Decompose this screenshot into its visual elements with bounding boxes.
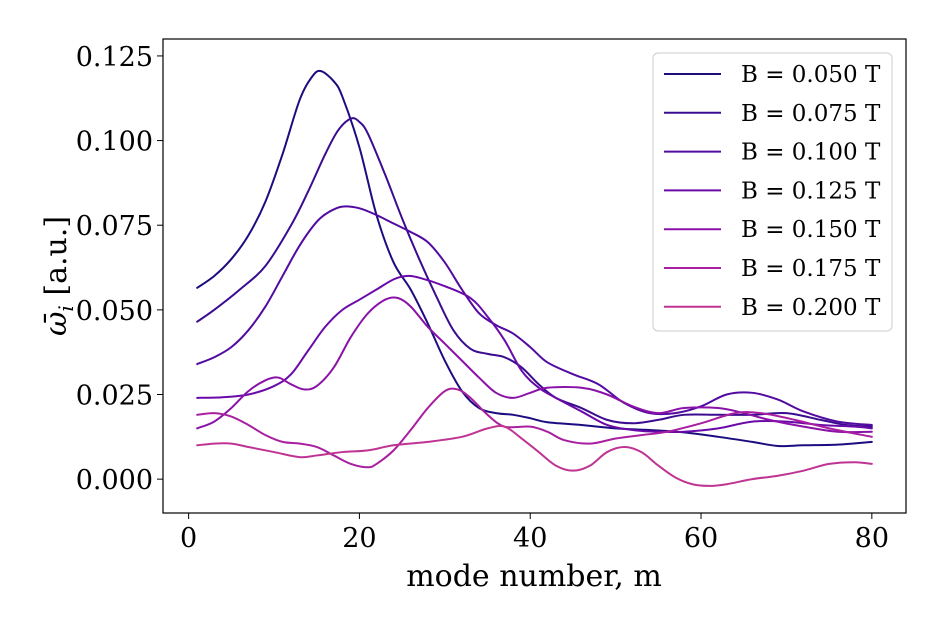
y-tick-label: 0.075 <box>76 211 153 242</box>
legend-label: B = 0.150 T <box>741 217 881 243</box>
x-tick-label: 80 <box>855 523 889 554</box>
legend-label: B = 0.175 T <box>741 256 881 282</box>
legend: B = 0.050 T B = 0.075 T B = 0.100 T B = 0.1… <box>652 52 893 332</box>
legend-label: B = 0.125 T <box>741 178 881 204</box>
legend-entries: B = 0.050 T B = 0.075 T B = 0.100 T B = 0.1… <box>664 62 881 321</box>
y-tick-label: 0.025 <box>76 381 153 412</box>
plot-frame <box>162 38 907 514</box>
series-line-4 <box>196 274 873 434</box>
legend-label: B = 0.200 T <box>741 295 881 321</box>
series-lines <box>196 69 873 487</box>
y-tick-label: 0.100 <box>76 127 153 158</box>
legend-label: B = 0.075 T <box>741 101 881 127</box>
series-line-6 <box>196 387 873 469</box>
series-line-2 <box>196 117 873 428</box>
legend-label: B = 0.050 T <box>741 62 881 88</box>
series-line-7 <box>196 424 873 487</box>
y-axis-ticks: 0.000 0.025 0.050 0.075 0.100 0.125 <box>76 42 163 496</box>
x-tick-label: 20 <box>342 523 376 554</box>
x-axis-ticks: 0 20 40 60 80 <box>180 513 889 554</box>
legend-box <box>652 52 893 332</box>
series-line-1 <box>196 69 873 448</box>
x-tick-label: 40 <box>513 523 547 554</box>
y-tick-label: 0.050 <box>76 296 153 327</box>
y-tick-label: 0.125 <box>76 42 153 73</box>
series-line-5 <box>196 296 873 434</box>
y-tick-label: 0.000 <box>76 465 153 496</box>
y-axis-label: ω̄i [a.u.] <box>39 216 78 336</box>
legend-label: B = 0.100 T <box>741 140 881 166</box>
series-line-3 <box>196 205 873 426</box>
x-tick-label: 60 <box>684 523 718 554</box>
x-axis-label: mode number, m <box>406 559 662 594</box>
x-tick-label: 0 <box>180 523 197 554</box>
